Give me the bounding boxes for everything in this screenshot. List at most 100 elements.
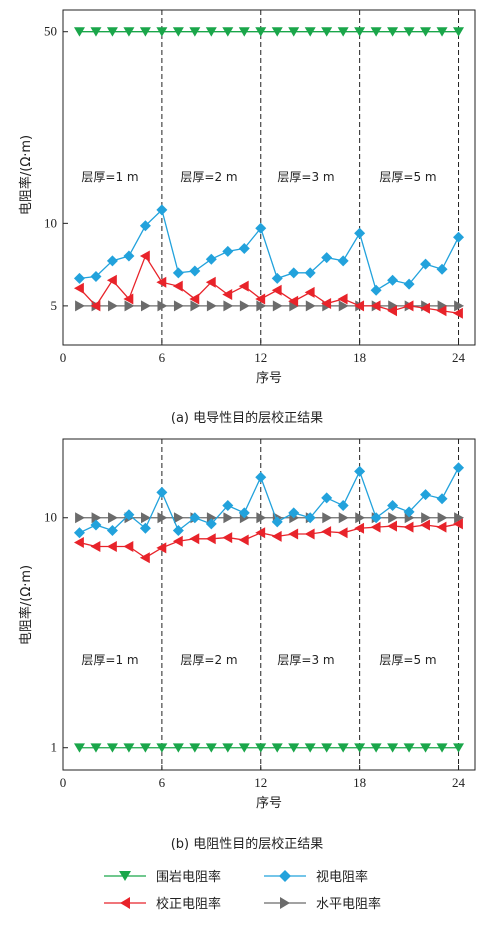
- data-point-b-corrected-9: [205, 533, 216, 545]
- data-point-b-corrected-18: [354, 522, 365, 534]
- y-axis-label-b: 电阻率/(Ω·m): [18, 565, 34, 645]
- legend-marker-horizontal: [280, 897, 290, 909]
- data-point-b-corrected-22: [420, 519, 430, 531]
- data-point-b-surrounding-19: [370, 743, 382, 753]
- data-point-a-apparent-12: [255, 222, 267, 234]
- data-point-b-apparent-11: [238, 507, 250, 519]
- data-point-a-apparent-13: [271, 272, 283, 284]
- data-point-b-corrected-20: [387, 520, 397, 532]
- data-point-b-horizontal-3: [108, 512, 118, 524]
- data-point-b-apparent-1: [73, 527, 85, 539]
- data-point-a-apparent-3: [106, 255, 118, 267]
- data-point-b-surrounding-4: [123, 743, 135, 753]
- data-point-a-corrected-10: [222, 289, 233, 301]
- legend-label-surrounding: 围岩电阻率: [156, 869, 221, 885]
- data-point-b-surrounding-21: [403, 743, 415, 753]
- data-point-a-apparent-23: [436, 263, 448, 275]
- data-point-b-apparent-20: [387, 500, 399, 512]
- y-tick-label-a-5: 5: [51, 298, 58, 313]
- legend-marker-apparent: [279, 870, 291, 882]
- data-point-b-corrected-7: [172, 535, 183, 547]
- data-point-a-apparent-20: [387, 274, 399, 286]
- data-point-a-surrounding-24: [453, 27, 465, 37]
- data-point-b-corrected-24: [453, 518, 463, 530]
- data-point-b-surrounding-16: [321, 743, 333, 753]
- data-point-b-surrounding-1: [73, 743, 85, 753]
- x-axis-label-b: 序号: [256, 796, 282, 811]
- data-point-b-apparent-4: [123, 509, 135, 521]
- series-line-b-apparent: [79, 467, 460, 534]
- data-point-b-corrected-12: [255, 527, 266, 539]
- data-point-a-corrected-20: [387, 305, 397, 317]
- annotation-b-3: 层厚=3 m: [277, 653, 334, 667]
- annotation-b-4: 层厚=5 m: [379, 653, 436, 667]
- data-point-a-apparent-7: [172, 267, 184, 279]
- data-point-b-apparent-14: [288, 507, 300, 519]
- data-point-a-apparent-1: [73, 272, 85, 284]
- data-point-b-horizontal-2: [91, 512, 102, 524]
- series-line-a-corrected: [79, 254, 459, 314]
- data-point-b-corrected-17: [337, 527, 348, 539]
- data-point-b-surrounding-15: [304, 743, 316, 753]
- y-tick-label-a-10: 10: [44, 215, 57, 230]
- data-point-a-corrected-21: [403, 300, 414, 312]
- data-point-a-corrected-22: [420, 302, 430, 314]
- data-point-a-surrounding-10: [222, 27, 234, 37]
- data-point-a-surrounding-23: [436, 27, 448, 37]
- data-point-a-horizontal-13: [272, 300, 283, 312]
- series-line-b-corrected: [79, 523, 459, 559]
- data-point-b-surrounding-2: [90, 743, 102, 753]
- data-point-a-horizontal-24: [454, 300, 465, 312]
- data-point-b-surrounding-10: [222, 743, 234, 753]
- legend-marker-surrounding: [119, 871, 131, 881]
- data-point-a-horizontal-20: [388, 300, 399, 312]
- data-point-a-apparent-18: [354, 227, 366, 239]
- data-point-a-apparent-19: [370, 284, 382, 296]
- data-point-b-apparent-9: [205, 518, 217, 530]
- data-point-a-corrected-17: [337, 293, 348, 305]
- data-point-a-apparent-4: [123, 250, 135, 262]
- data-point-a-horizontal-3: [108, 300, 118, 312]
- x-tick-label-b-6: 6: [159, 775, 166, 790]
- data-point-a-horizontal-1: [75, 300, 85, 312]
- data-point-b-corrected-13: [271, 530, 282, 542]
- data-point-a-surrounding-12: [255, 27, 267, 37]
- data-point-b-surrounding-7: [172, 743, 184, 753]
- data-point-b-surrounding-3: [106, 743, 118, 753]
- data-point-b-surrounding-22: [420, 743, 432, 753]
- data-point-b-surrounding-20: [387, 743, 399, 753]
- data-point-a-apparent-10: [222, 245, 234, 257]
- x-tick-label-a-6: 6: [159, 350, 166, 365]
- data-point-a-apparent-9: [205, 253, 217, 265]
- data-point-a-apparent-16: [321, 252, 333, 264]
- data-point-b-apparent-7: [172, 525, 184, 537]
- data-point-a-surrounding-14: [288, 27, 300, 37]
- x-tick-label-a-24: 24: [452, 350, 466, 365]
- annotation-a-4: 层厚=5 m: [379, 170, 436, 184]
- data-point-b-apparent-8: [189, 512, 201, 524]
- data-point-a-corrected-12: [255, 293, 266, 305]
- data-point-a-corrected-5: [139, 250, 150, 262]
- data-point-b-surrounding-8: [189, 743, 201, 753]
- data-point-a-horizontal-12: [256, 300, 267, 312]
- data-point-a-surrounding-5: [139, 27, 151, 37]
- data-point-a-apparent-15: [304, 267, 316, 279]
- data-point-b-horizontal-7: [173, 512, 184, 524]
- x-tick-label-b-24: 24: [452, 775, 466, 790]
- x-axis-label-a: 序号: [256, 371, 282, 386]
- data-point-b-apparent-23: [436, 493, 448, 505]
- data-point-b-apparent-21: [403, 506, 415, 518]
- data-point-b-surrounding-5: [139, 743, 151, 753]
- data-point-a-surrounding-11: [238, 27, 250, 37]
- legend-marker-corrected: [120, 897, 130, 909]
- data-point-b-corrected-1: [73, 537, 84, 549]
- data-point-b-corrected-3: [106, 540, 117, 552]
- data-point-b-corrected-11: [238, 534, 249, 546]
- data-point-a-surrounding-3: [106, 27, 118, 37]
- data-point-b-apparent-18: [354, 465, 366, 477]
- data-point-a-corrected-6: [156, 276, 167, 288]
- data-point-b-apparent-5: [139, 522, 151, 534]
- plot-frame-a: [62, 9, 476, 346]
- data-point-b-surrounding-13: [271, 743, 283, 753]
